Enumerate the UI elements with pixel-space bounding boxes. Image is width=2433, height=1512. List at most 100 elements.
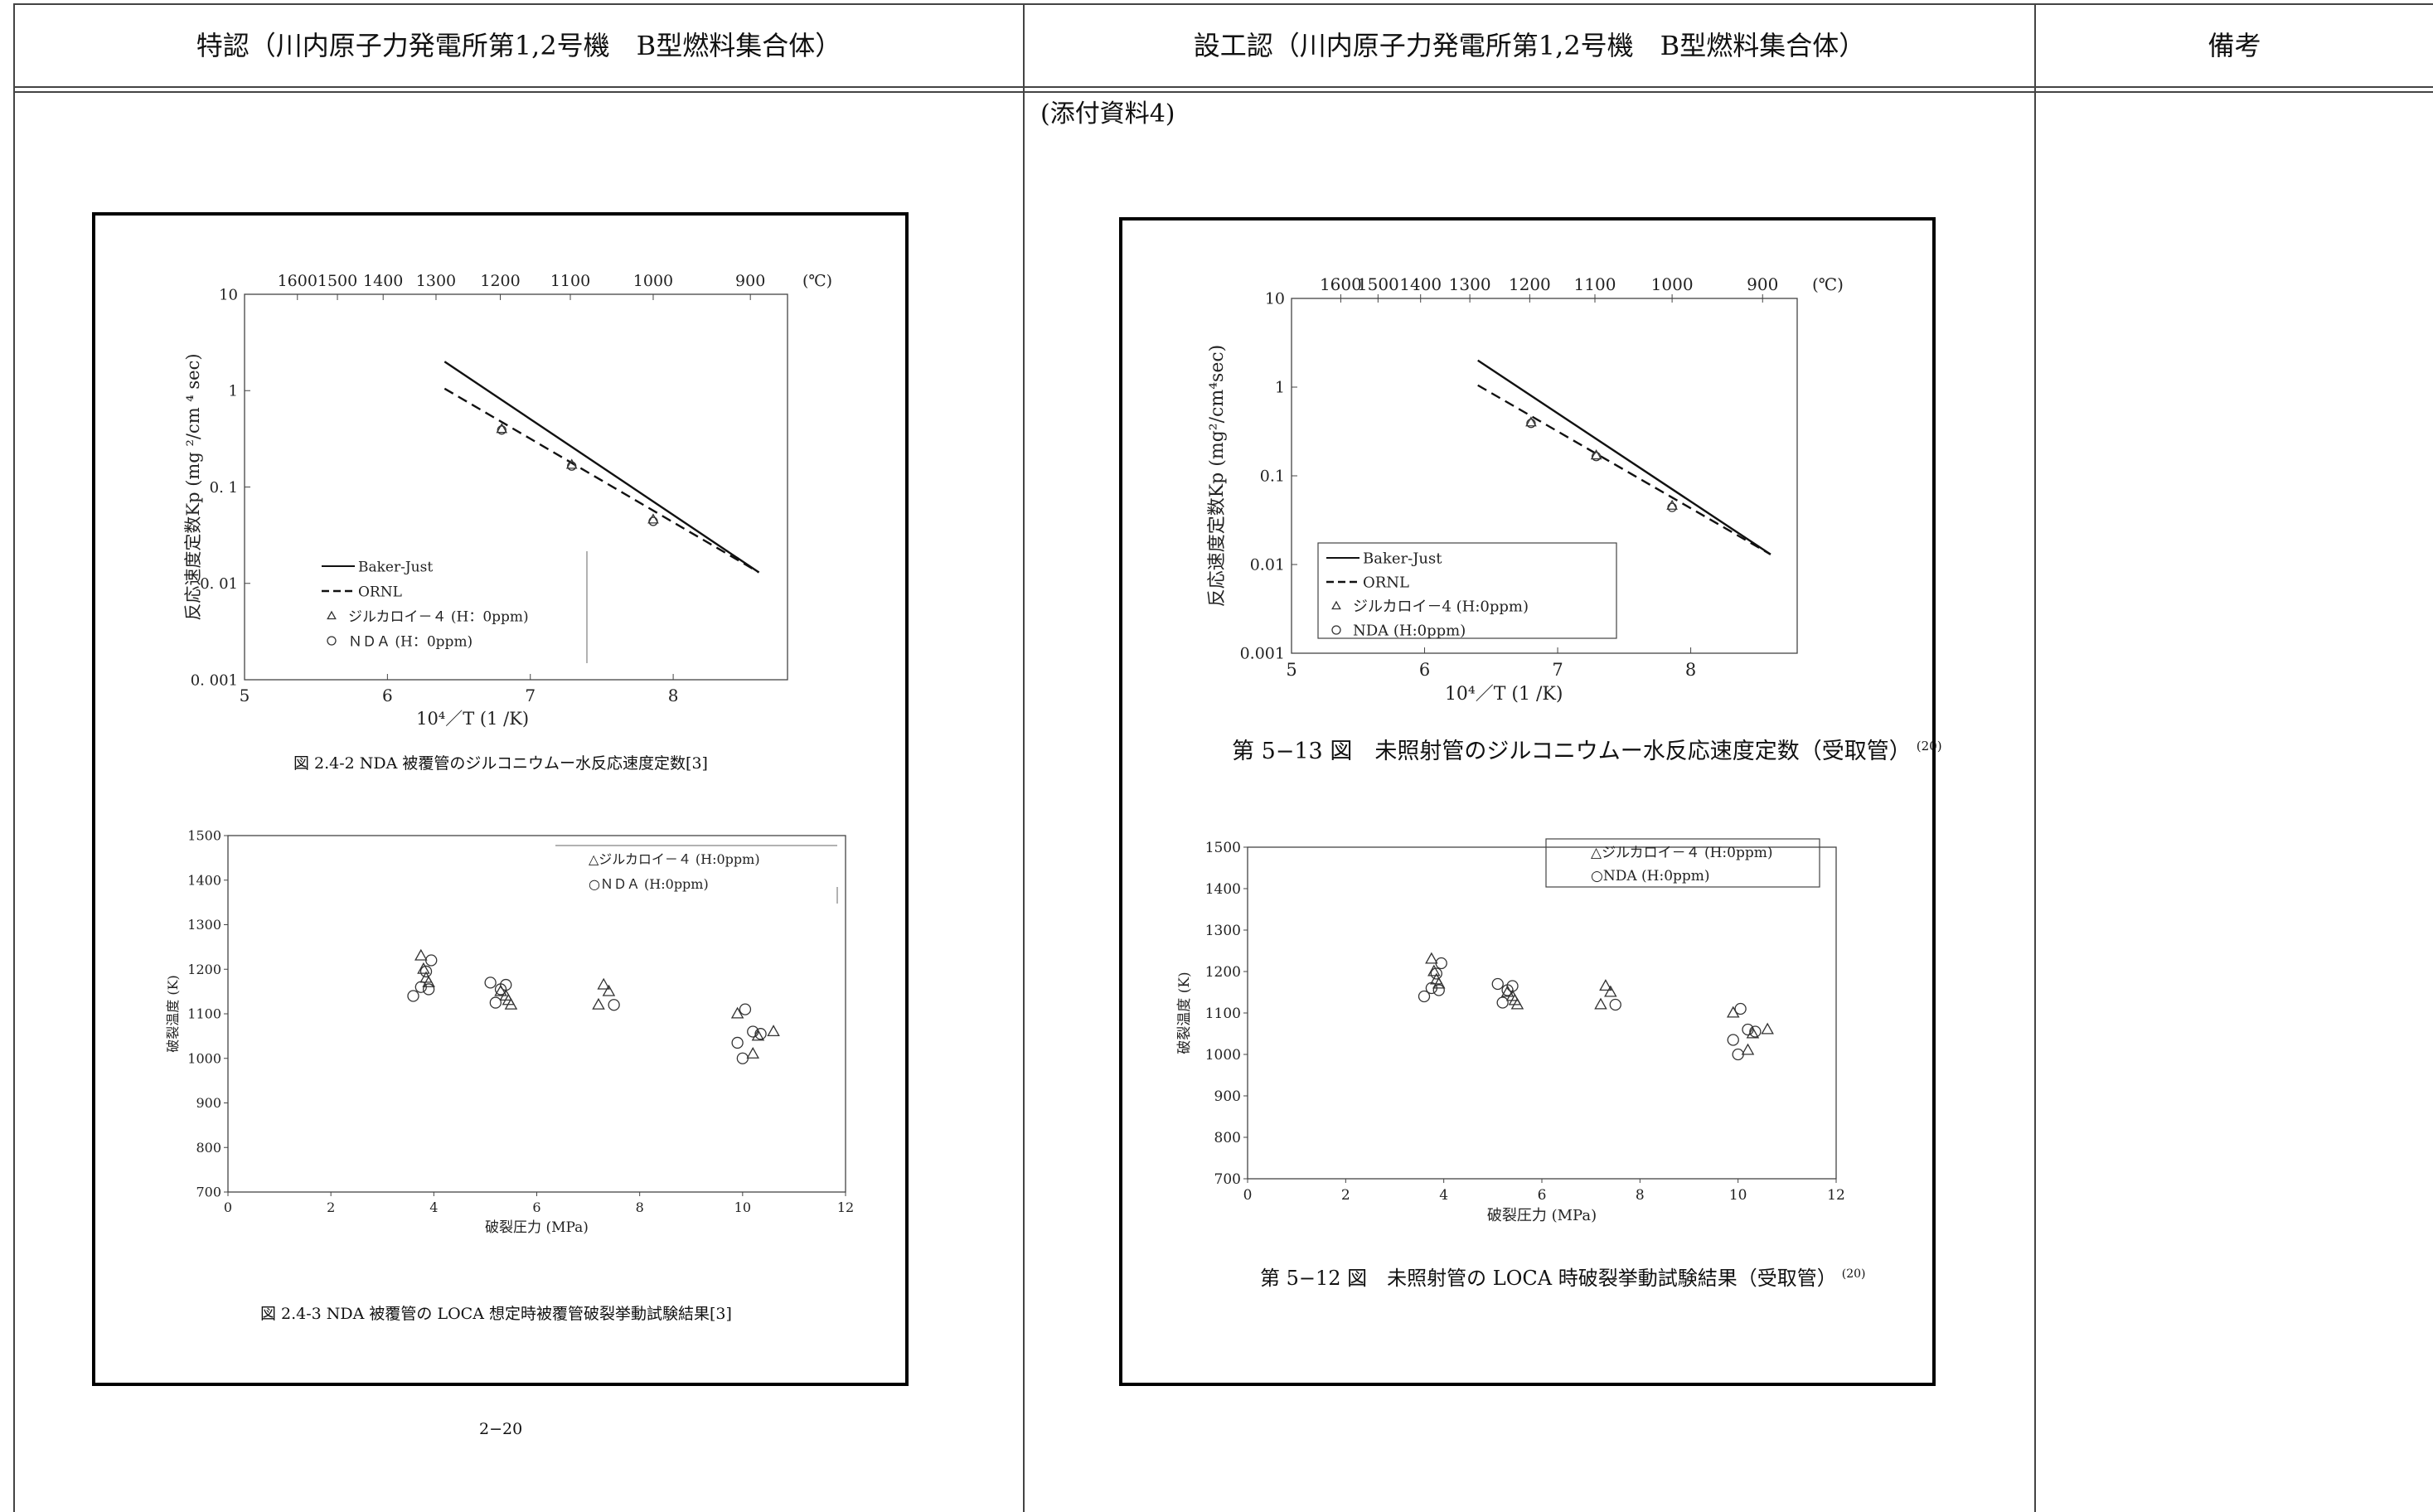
x-axis-label: 破裂圧力 (MPa) <box>485 1219 589 1236</box>
caption-loca-right-ref: (20) <box>1841 1267 1866 1281</box>
nda-marker <box>1609 998 1621 1011</box>
zircaloy-marker <box>1761 1022 1774 1035</box>
nda-marker <box>489 996 502 1009</box>
zircaloy-marker <box>1741 1043 1755 1055</box>
y-tick-label: 700 <box>196 1185 221 1200</box>
x-axis-label: 10⁴／T (1 /K) <box>1445 684 1563 705</box>
table-border-left <box>13 3 15 1512</box>
x-axis-label: 破裂圧力 (MPa) <box>1487 1207 1597 1224</box>
y-tick-label: 1100 <box>187 1006 221 1022</box>
top-tick-label: 1600 <box>278 272 317 290</box>
zircaloy-marker <box>767 1025 780 1037</box>
nda-marker <box>1496 996 1509 1009</box>
y-axis-label: 反応速度定数Kp (mg²/cm⁴sec) <box>1207 345 1228 608</box>
legend-label: ○NDA (H:0ppm) <box>1591 868 1710 884</box>
legend-label: ＮＤＡ (H：0ppm) <box>348 633 473 650</box>
nda-marker <box>1727 1034 1739 1046</box>
x-tick-label: 6 <box>382 686 393 705</box>
legend-label: ジルカロイ－4 (H:0ppm) <box>1353 598 1529 616</box>
zircaloy-marker <box>730 1006 744 1019</box>
x-tick-label: 6 <box>1419 660 1430 680</box>
y-axis-label: 反応速度定数Kp (mg ²/cm ⁴ sec) <box>183 353 203 620</box>
top-tick-label: 1100 <box>550 272 590 290</box>
zircaloy-marker <box>746 1047 760 1059</box>
baker-just-line <box>1477 359 1771 555</box>
header-divider-double <box>13 91 2433 93</box>
header-col-tokunin: 特認（川内原子力発電所第1,2号機 B型燃料集合体） <box>15 0 1023 88</box>
y-axis-label: 破裂温度 (K) <box>165 975 181 1053</box>
zircaloy-marker <box>565 458 578 469</box>
caption-kp-right-ref: (20) <box>1916 739 1942 754</box>
nda-marker <box>422 983 435 996</box>
plot-area <box>227 835 846 1193</box>
nda-marker <box>1506 980 1519 992</box>
caption-kp-left: 図 2.4-2 NDA 被覆管のジルコニウムー水反応速度定数[3] <box>293 754 708 773</box>
y-tick-label: 1400 <box>1205 881 1241 898</box>
left-figure-frame <box>92 212 909 1386</box>
x-tick-label: 7 <box>525 686 536 705</box>
x-tick-label: 12 <box>1827 1187 1845 1204</box>
page-number: 2−20 <box>479 1420 523 1438</box>
zircaloy-marker <box>1510 997 1524 1010</box>
zircaloy-marker <box>1425 952 1438 964</box>
nda-marker <box>1432 984 1445 996</box>
y-tick-label: 700 <box>1214 1171 1241 1188</box>
nda-marker <box>1749 1025 1762 1038</box>
nda-marker <box>1425 981 1438 995</box>
nda-marker <box>484 976 497 989</box>
nda-marker <box>1491 977 1504 991</box>
y-tick-label: 0. 1 <box>210 479 238 497</box>
top-tick-label: 1000 <box>633 272 673 290</box>
nda-marker <box>497 425 506 435</box>
x-tick-label: 2 <box>327 1199 335 1215</box>
caption-kp-right: 第 5−13 図 未照射管のジルコニウムー水反応速度定数（受取管） (20) <box>1232 733 1942 765</box>
zircaloy-marker <box>1594 997 1607 1010</box>
ornl-line <box>1477 384 1771 555</box>
caption-loca-right-text: 第 5−12 図 未照射管の LOCA 時破裂挙動試験結果（受取管） <box>1260 1267 1837 1290</box>
x-tick-label: 2 <box>1341 1187 1350 1204</box>
x-tick-label: 8 <box>668 686 679 705</box>
zircaloy-marker <box>602 984 616 996</box>
y-tick-label: 800 <box>196 1140 221 1156</box>
top-tick-label: 900 <box>1747 274 1778 294</box>
zircaloy-marker <box>1604 985 1617 997</box>
top-tick-label: 1300 <box>416 272 456 290</box>
x-tick-label: 8 <box>1636 1187 1645 1204</box>
nda-marker <box>1430 967 1442 980</box>
top-tick-label: 1400 <box>363 272 403 290</box>
legend-zircaloy-marker <box>327 610 337 620</box>
nda-marker <box>567 461 577 471</box>
header-col-tokunin-text: 特認（川内原子力発電所第1,2号機 B型燃料集合体） <box>196 30 842 61</box>
attachment-label: (添付資料4) <box>1040 99 1175 128</box>
x-tick-label: 4 <box>1439 1187 1448 1204</box>
legend-label: △ジルカロイ－４ (H:0ppm) <box>589 851 760 867</box>
y-tick-label: 1000 <box>1205 1047 1241 1064</box>
nda-marker <box>1418 990 1431 1003</box>
baker-just-line <box>443 361 760 574</box>
y-tick-label: 900 <box>196 1095 221 1111</box>
nda-marker <box>407 990 419 1002</box>
y-tick-label: 10 <box>1265 290 1285 308</box>
nda-marker <box>747 1025 759 1038</box>
nda-marker <box>414 981 427 993</box>
x-tick-label: 12 <box>837 1199 854 1215</box>
header-col-sekkounin: 設工認（川内原子力発電所第1,2号機 B型燃料集合体） <box>1025 0 2034 88</box>
y-tick-label: 1 <box>1275 379 1285 397</box>
legend-label: Baker-Just <box>358 559 433 575</box>
x-tick-label: 8 <box>636 1199 644 1215</box>
zircaloy-marker <box>504 997 518 1010</box>
y-tick-label: 1200 <box>187 962 221 977</box>
y-tick-label: 10 <box>219 286 238 303</box>
nda-marker <box>754 1028 767 1040</box>
top-tick-label: 1000 <box>1651 274 1694 294</box>
y-tick-label: 1 <box>229 383 238 400</box>
zircaloy-marker <box>1666 499 1678 510</box>
nda-marker <box>1732 1048 1744 1061</box>
table-border-top <box>13 3 2433 5</box>
top-tick-label: 1500 <box>317 272 357 290</box>
y-tick-label: 1000 <box>187 1050 221 1066</box>
nda-marker <box>608 999 620 1011</box>
legend-label: ジルカロイ－４ (H：0ppm) <box>348 608 529 625</box>
